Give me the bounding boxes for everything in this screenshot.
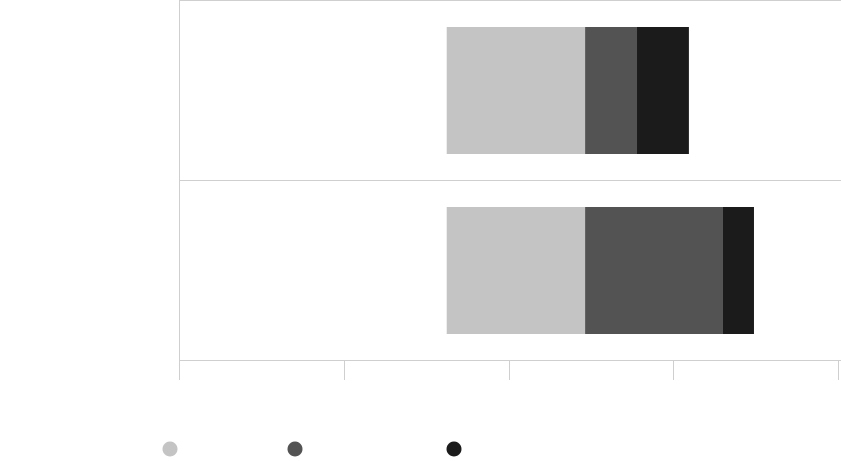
chart-legend <box>162 441 462 457</box>
bar-segment-series-3 <box>722 207 754 334</box>
legend-item <box>162 441 178 457</box>
bar-segment-series-2 <box>585 27 638 154</box>
x-axis <box>179 0 841 380</box>
legend-item <box>287 441 303 457</box>
chart-grid <box>179 0 841 181</box>
bar-segment-series-2 <box>585 207 723 334</box>
legend-swatch <box>162 441 178 457</box>
legend-item <box>446 441 462 457</box>
bar-segment-series-3 <box>637 27 689 154</box>
bar-segment-series-1 <box>446 207 586 334</box>
bar-segment-series-1 <box>446 27 586 154</box>
legend-swatch <box>446 441 462 457</box>
chart-bars <box>446 27 754 334</box>
legend-swatch <box>287 441 303 457</box>
